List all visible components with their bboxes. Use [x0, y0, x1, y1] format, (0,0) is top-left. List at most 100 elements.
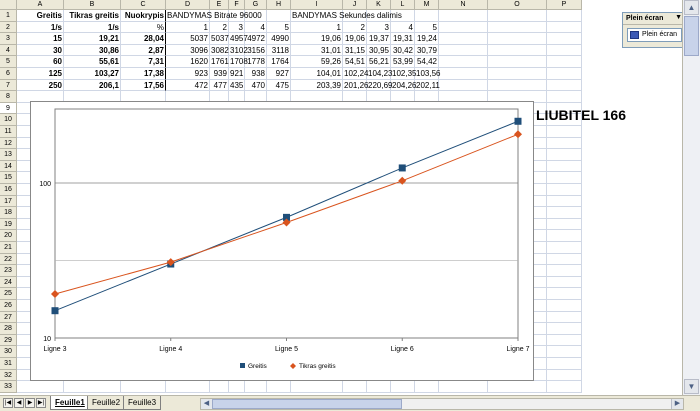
seconds-value[interactable]: 19,06 [343, 33, 367, 45]
seconds-value[interactable]: 19,31 [391, 33, 415, 45]
cell[interactable] [391, 10, 415, 22]
row-header-5[interactable]: 5 [0, 56, 17, 68]
cell[interactable] [229, 381, 245, 393]
cell[interactable] [547, 300, 582, 312]
bitrate-value[interactable]: 921 [229, 68, 245, 80]
bitrate-value[interactable]: 939 [210, 68, 229, 80]
cell[interactable] [488, 56, 547, 68]
row-header-31[interactable]: 31 [0, 358, 17, 370]
bitrate-value[interactable]: 470 [245, 79, 267, 92]
unit-tikras-greitis[interactable]: 1/s [64, 21, 121, 34]
cell[interactable] [547, 381, 582, 393]
bitrate-value[interactable]: 5037 [166, 33, 210, 45]
row-header-15[interactable]: 15 [0, 172, 17, 184]
row-header-17[interactable]: 17 [0, 195, 17, 208]
cell[interactable] [439, 68, 488, 80]
first-sheet-icon[interactable]: |◀ [3, 398, 13, 408]
row-header-1[interactable]: 1 [0, 10, 17, 22]
cell[interactable] [291, 381, 343, 393]
row-header-27[interactable]: 27 [0, 311, 17, 324]
bitrate-value[interactable]: 938 [245, 68, 267, 80]
prev-sheet-icon[interactable]: ◀ [14, 398, 24, 408]
trial-number[interactable]: 4 [245, 21, 267, 34]
column-header-F[interactable]: F [229, 0, 245, 10]
seconds-value[interactable]: 203,39 [291, 79, 343, 92]
seconds-value[interactable]: 54,42 [415, 56, 439, 68]
tikras-greitis-value[interactable]: 103,27 [64, 68, 121, 80]
seconds-value[interactable]: 53,99 [391, 56, 415, 68]
cell[interactable] [547, 311, 582, 324]
trial-number[interactable]: 1 [166, 21, 210, 34]
vertical-scrollbar[interactable]: ▲ ▼ [682, 0, 700, 395]
row-header-8[interactable]: 8 [0, 91, 17, 103]
trial-number[interactable]: 5 [267, 21, 291, 34]
seconds-value[interactable]: 59,26 [291, 56, 343, 68]
trial-number[interactable]: 2 [210, 21, 229, 34]
cell[interactable] [245, 10, 267, 22]
horizontal-scrollbar[interactable]: ◀ ▶ [200, 398, 684, 410]
cell[interactable] [547, 195, 582, 208]
bitrate-value[interactable]: 1708 [229, 56, 248, 68]
cell[interactable] [547, 102, 582, 115]
select-all-corner[interactable] [0, 0, 17, 10]
cell[interactable] [547, 126, 582, 138]
row-header-21[interactable]: 21 [0, 242, 17, 254]
seconds-value[interactable]: 201,26 [343, 79, 369, 92]
column-header-I[interactable]: I [291, 0, 343, 10]
bitrate-value[interactable]: 1764 [267, 56, 291, 68]
bitrate-value[interactable]: 3118 [267, 44, 291, 57]
column-header-C[interactable]: C [121, 0, 166, 10]
nuokrypis-value[interactable]: 17,56 [121, 79, 166, 92]
scroll-thumb[interactable] [684, 16, 699, 56]
column-header-O[interactable]: O [488, 0, 547, 10]
row-header-4[interactable]: 4 [0, 44, 17, 57]
bitrate-value[interactable]: 3156 [245, 44, 267, 57]
cell[interactable] [488, 21, 547, 34]
cell[interactable] [547, 346, 582, 358]
trial-number[interactable]: 5 [415, 21, 439, 34]
bitrate-value[interactable]: 435 [229, 79, 245, 92]
greitis-value[interactable]: 125 [17, 68, 64, 80]
row-header-14[interactable]: 14 [0, 160, 17, 173]
cell[interactable] [547, 91, 582, 103]
tab-feuille1[interactable]: Feuille1 [50, 396, 90, 410]
row-header-29[interactable]: 29 [0, 334, 17, 347]
unit-greitis[interactable]: 1/s [17, 21, 64, 34]
trial-number[interactable]: 3 [367, 21, 391, 34]
header-tikras-greitis[interactable]: Tikras greitis [64, 10, 121, 22]
cell[interactable] [488, 381, 547, 393]
cell[interactable] [367, 10, 391, 22]
seconds-value[interactable]: 19,24 [415, 33, 439, 45]
cell[interactable] [439, 56, 488, 68]
column-header-E[interactable]: E [210, 0, 229, 10]
tab-feuille2[interactable]: Feuille2 [87, 396, 126, 410]
cell[interactable] [210, 381, 229, 393]
seconds-value[interactable]: 102,35 [391, 68, 417, 80]
row-header-12[interactable]: 12 [0, 137, 17, 150]
cell[interactable] [488, 10, 547, 22]
cell[interactable] [415, 381, 439, 393]
cell[interactable] [391, 381, 415, 393]
cell[interactable] [439, 21, 488, 34]
cell[interactable] [439, 33, 488, 45]
row-header-13[interactable]: 13 [0, 149, 17, 161]
seconds-value[interactable]: 19,06 [291, 33, 343, 45]
cell[interactable] [547, 218, 582, 231]
trial-number[interactable]: 3 [229, 21, 245, 34]
cell[interactable] [547, 265, 582, 277]
cell[interactable] [367, 381, 391, 393]
column-header-K[interactable]: K [367, 0, 391, 10]
row-header-16[interactable]: 16 [0, 184, 17, 196]
seconds-value[interactable]: 102,24 [343, 68, 369, 80]
greitis-value[interactable]: 30 [17, 44, 64, 57]
row-header-32[interactable]: 32 [0, 369, 17, 382]
scroll-down-icon[interactable]: ▼ [684, 379, 699, 394]
cell[interactable] [121, 381, 166, 393]
cell[interactable] [210, 10, 229, 22]
scroll-right-icon[interactable]: ▶ [671, 399, 683, 409]
cell[interactable] [439, 44, 488, 57]
next-sheet-icon[interactable]: ▶ [25, 398, 35, 408]
seconds-value[interactable]: 103,56 [415, 68, 441, 80]
bitrate-value[interactable]: 1761 [210, 56, 229, 68]
cell[interactable] [547, 33, 582, 45]
